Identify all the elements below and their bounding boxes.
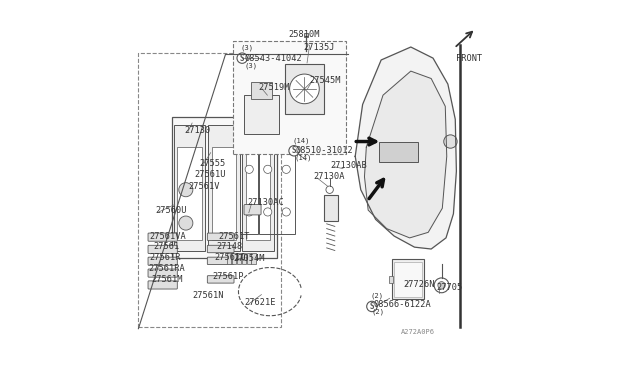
FancyBboxPatch shape [148, 257, 177, 265]
Bar [380, 141, 418, 162]
Bar [242, 253, 246, 264]
Text: (2): (2) [372, 309, 385, 315]
Text: 27130AC: 27130AC [248, 198, 285, 207]
Text: 27561: 27561 [153, 242, 179, 251]
Text: (14): (14) [292, 137, 310, 144]
Bar [285, 64, 324, 114]
Bar [237, 253, 241, 264]
Bar [394, 262, 422, 297]
Bar [246, 147, 270, 240]
Circle shape [289, 145, 300, 156]
Text: 27561U: 27561U [194, 170, 225, 179]
Text: (3): (3) [244, 62, 257, 69]
Circle shape [264, 165, 272, 173]
Bar [252, 82, 272, 99]
Text: (3): (3) [240, 45, 253, 51]
Text: S: S [292, 146, 296, 155]
Text: 27555: 27555 [200, 159, 226, 168]
Bar [392, 259, 424, 299]
Circle shape [290, 74, 319, 104]
Circle shape [444, 135, 457, 148]
Text: 08543-41042: 08543-41042 [244, 54, 302, 62]
Bar [177, 147, 202, 240]
Bar [324, 195, 338, 221]
Bar [305, 33, 308, 37]
FancyBboxPatch shape [148, 269, 177, 277]
Text: 27705: 27705 [436, 283, 463, 292]
Text: S: S [240, 54, 244, 62]
Bar [232, 253, 236, 264]
Text: 27561N: 27561N [192, 291, 223, 300]
Text: (14): (14) [294, 155, 312, 161]
FancyBboxPatch shape [207, 245, 234, 253]
FancyBboxPatch shape [148, 245, 177, 253]
FancyBboxPatch shape [148, 281, 177, 289]
Bar [246, 253, 251, 264]
Text: 08566-6122A: 08566-6122A [374, 300, 431, 309]
Polygon shape [355, 47, 456, 249]
Polygon shape [364, 71, 447, 238]
Bar [212, 147, 236, 240]
Text: 27561R: 27561R [150, 253, 181, 262]
Bar [252, 253, 255, 264]
Bar [277, 125, 295, 234]
Text: 27561Q: 27561Q [214, 253, 246, 262]
Circle shape [237, 53, 248, 63]
Text: 27561RA: 27561RA [148, 264, 186, 273]
Text: 27561M: 27561M [152, 275, 183, 284]
Text: 27148: 27148 [216, 242, 243, 251]
FancyBboxPatch shape [207, 233, 234, 240]
Text: 27130AB: 27130AB [330, 161, 367, 170]
Text: 27545M: 27545M [309, 76, 340, 85]
Text: (2): (2) [370, 293, 383, 299]
Text: 27130A: 27130A [314, 172, 345, 181]
Text: 27130: 27130 [185, 126, 211, 135]
Circle shape [438, 282, 445, 289]
Circle shape [326, 186, 333, 193]
Bar [173, 125, 205, 251]
Bar [240, 125, 258, 234]
Bar [388, 276, 393, 283]
Bar [233, 41, 346, 154]
FancyBboxPatch shape [207, 257, 234, 264]
Text: 27561P: 27561P [212, 272, 244, 281]
FancyBboxPatch shape [244, 205, 261, 215]
Circle shape [179, 183, 193, 197]
Bar [208, 125, 240, 251]
Bar [259, 125, 276, 234]
Circle shape [367, 301, 377, 312]
Circle shape [245, 165, 253, 173]
Text: A272A0P6: A272A0P6 [401, 329, 435, 336]
FancyBboxPatch shape [207, 276, 234, 283]
Circle shape [245, 208, 253, 216]
Circle shape [179, 216, 193, 230]
Text: 27560U: 27560U [155, 206, 187, 215]
Text: 27621E: 27621E [244, 298, 276, 307]
Circle shape [282, 165, 291, 173]
Text: 08510-31012: 08510-31012 [296, 146, 354, 155]
Text: 27726N: 27726N [403, 280, 435, 289]
FancyBboxPatch shape [148, 233, 177, 241]
Text: 27561V: 27561V [188, 182, 220, 190]
Text: 25810M: 25810M [289, 29, 320, 39]
Text: 27054M: 27054M [233, 254, 264, 263]
Text: 27561VA: 27561VA [150, 231, 186, 241]
Circle shape [264, 208, 272, 216]
Text: 27135J: 27135J [303, 42, 335, 51]
Bar [244, 95, 279, 134]
Text: 27561T: 27561T [218, 231, 250, 241]
Bar [242, 125, 274, 251]
Text: 27519M: 27519M [259, 83, 291, 92]
Bar [138, 52, 281, 327]
Circle shape [434, 278, 449, 293]
Text: FRONT: FRONT [456, 54, 483, 62]
Text: S: S [369, 302, 374, 311]
Bar [172, 118, 277, 258]
Circle shape [282, 208, 291, 216]
Bar [227, 253, 232, 264]
